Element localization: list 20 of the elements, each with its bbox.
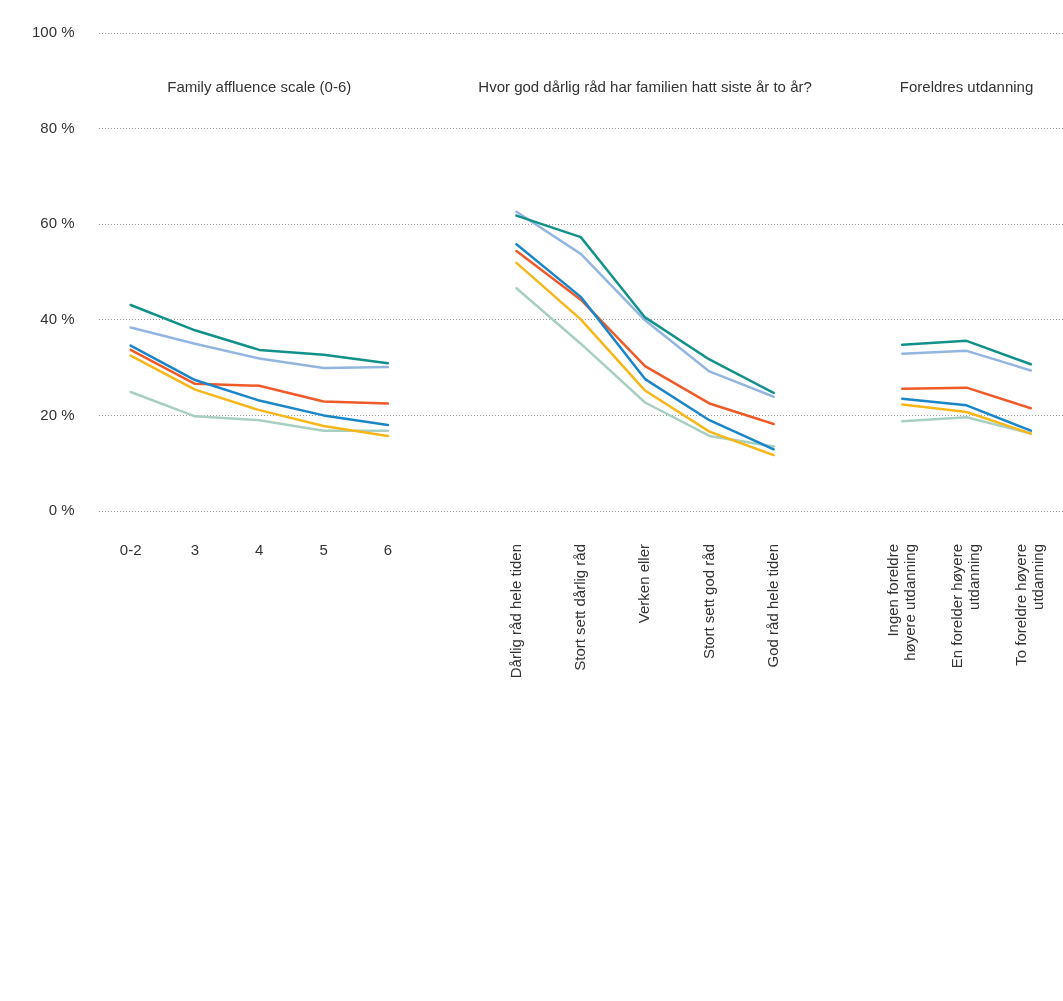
y-tick-label: 20 % bbox=[40, 405, 75, 423]
annotation: Foreldres utdanning bbox=[899, 78, 1034, 96]
annotation: Hvor god dårlig råd har familien hatt siste år to år? bbox=[478, 78, 812, 96]
x-tick-label: God råd hele tiden bbox=[763, 544, 781, 668]
x-tick-label: 0-2 bbox=[119, 541, 142, 559]
x-tick-label: 4 bbox=[255, 541, 264, 559]
y-tick-label: 0 % bbox=[48, 501, 75, 519]
x-tick-label: 3 bbox=[190, 541, 200, 559]
annotation: Family affluence scale (0-6) bbox=[167, 78, 352, 96]
x-tick-label: Stort sett dårlig råd bbox=[570, 544, 588, 671]
x-tick-label: Verken eller bbox=[635, 544, 653, 624]
y-tick-label: 40 % bbox=[40, 309, 75, 327]
y-tick-label: 60 % bbox=[40, 214, 75, 232]
x-tick-label: Stort sett god råd bbox=[699, 544, 717, 660]
x-tick-label: 5 bbox=[319, 541, 328, 559]
y-tick-label: 100 % bbox=[31, 23, 75, 41]
x-tick-label: Ingen foreldre høyere utdanning bbox=[883, 544, 918, 661]
x-tick-label: Dårlig råd hele tiden bbox=[506, 544, 524, 679]
x-tick-label: 6 bbox=[383, 541, 393, 559]
y-tick-label: 80 % bbox=[40, 118, 75, 136]
